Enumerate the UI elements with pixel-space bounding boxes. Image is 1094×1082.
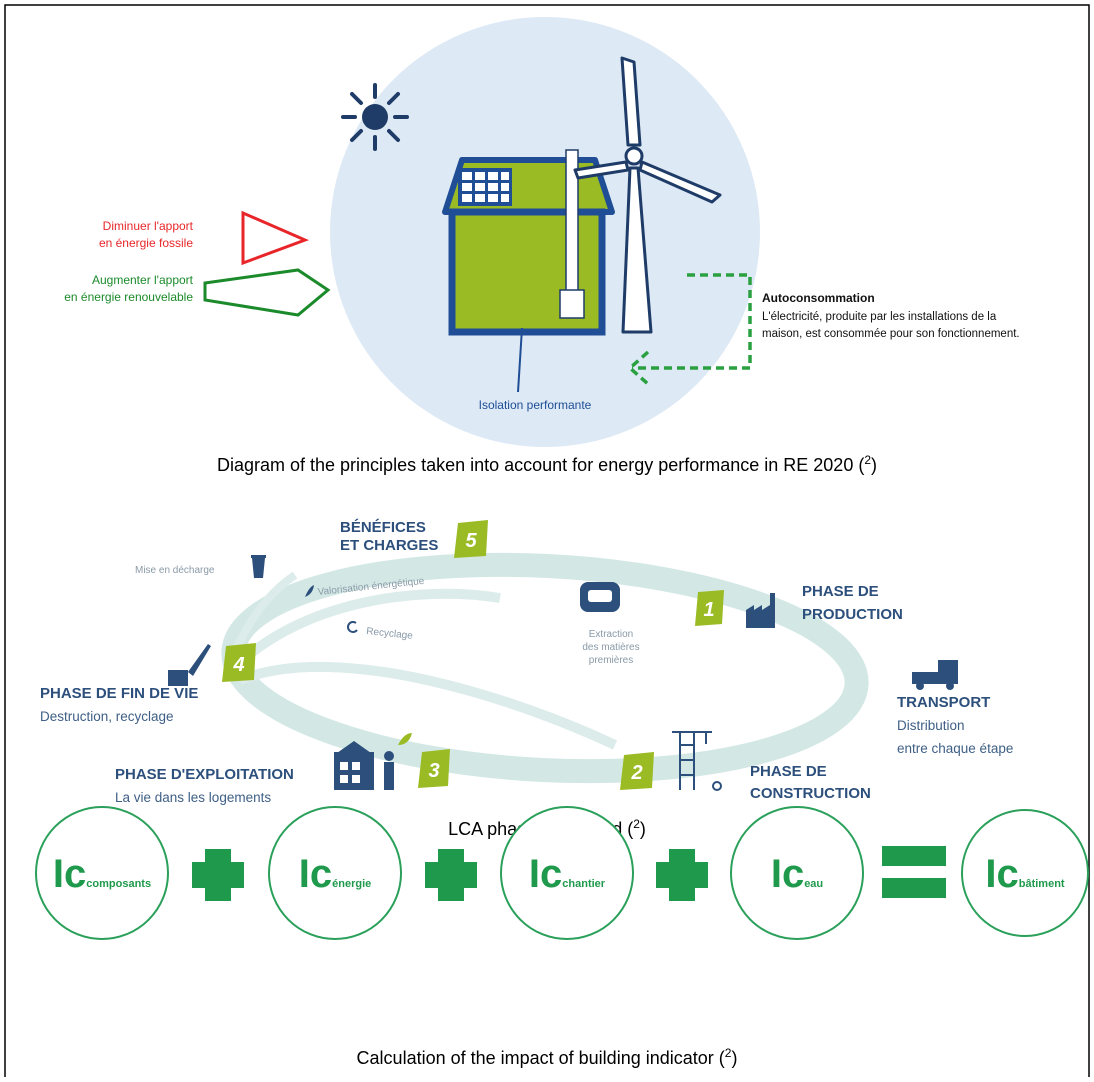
phase-title: PHASE DE: [802, 583, 879, 600]
page: Diminuer l'apport en énergie fossile Aug…: [0, 0, 1094, 1077]
phase-title: PHASE DE FIN DE VIE: [40, 685, 198, 702]
badge-number: 3: [428, 760, 439, 782]
badge-number: 2: [630, 762, 642, 784]
benefits-title: ET CHARGES: [340, 537, 438, 554]
subscript: énergie: [332, 878, 371, 890]
symbol: Ic: [529, 852, 562, 896]
caption: Diagram of the principles taken into acc…: [217, 453, 877, 475]
symbol: Ic: [985, 852, 1018, 896]
landfill-label: Mise en décharge: [135, 565, 215, 576]
extraction-label: premières: [589, 655, 633, 666]
badge: 4: [222, 643, 256, 682]
energy-diagram: Diminuer l'apport en énergie fossile Aug…: [64, 17, 1019, 475]
badge-number: 5: [465, 530, 477, 552]
subscript: chantier: [562, 878, 606, 890]
increase-label: Augmenter l'apport: [92, 273, 194, 287]
subscript: bâtiment: [1019, 878, 1065, 890]
increase-arrow: [205, 270, 328, 315]
increase-label: en énergie renouvelable: [64, 290, 193, 304]
symbol: Ic: [771, 852, 804, 896]
caption-end: ): [871, 455, 877, 475]
decrease-label: Diminuer l'apport: [103, 219, 194, 233]
impact-formula: Iccomposants Icénergie Icchantier Iceau …: [36, 807, 1088, 1068]
badge: 1: [695, 590, 724, 626]
sun-icon: [343, 85, 407, 149]
badge: 5: [454, 520, 488, 558]
lca-diagram: 5 1 2 3 4 BÉNÉFICES ET CHARGES M: [40, 519, 1013, 839]
decrease-label: en énergie fossile: [99, 236, 193, 250]
insulation-label: Isolation performante: [479, 398, 592, 412]
decrease-arrow: [243, 213, 305, 263]
subscript: composants: [86, 878, 151, 890]
caption-text: Calculation of the impact of building in…: [357, 1048, 725, 1068]
symbol: Ic: [53, 852, 86, 896]
caption-text: Diagram of the principles taken into acc…: [217, 455, 864, 475]
self-consumption-title: Autoconsommation: [762, 291, 875, 305]
phase-title: PRODUCTION: [802, 606, 903, 623]
benefits-title: BÉNÉFICES: [340, 519, 426, 536]
self-consumption-text: L'électricité, produite par les installa…: [762, 311, 997, 323]
caption-end: ): [731, 1048, 737, 1068]
recycling-label: Recyclage: [366, 626, 414, 642]
badge-number: 4: [232, 654, 244, 676]
symbol: Ic: [299, 852, 332, 896]
subscript: eau: [804, 878, 823, 890]
phase-title: CONSTRUCTION: [750, 785, 871, 802]
self-consumption-text: maison, est consommée pour son fonctionn…: [762, 328, 1020, 340]
caption-end: ): [640, 819, 646, 839]
phase-subtitle: Destruction, recyclage: [40, 709, 174, 724]
extraction-label: des matières: [582, 642, 639, 653]
badge: 2: [620, 752, 654, 790]
phase-title: PHASE D'EXPLOITATION: [115, 766, 294, 783]
badge: 3: [418, 749, 450, 788]
phase-title: PHASE DE: [750, 763, 827, 780]
caption: Calculation of the impact of building in…: [357, 1046, 738, 1068]
transport-subtitle: entre chaque étape: [897, 741, 1013, 756]
extraction-label: Extraction: [589, 629, 633, 640]
badge-number: 1: [703, 599, 714, 621]
phase-subtitle: La vie dans les logements: [115, 790, 271, 805]
transport-subtitle: Distribution: [897, 718, 965, 733]
transport-title: TRANSPORT: [897, 694, 990, 711]
